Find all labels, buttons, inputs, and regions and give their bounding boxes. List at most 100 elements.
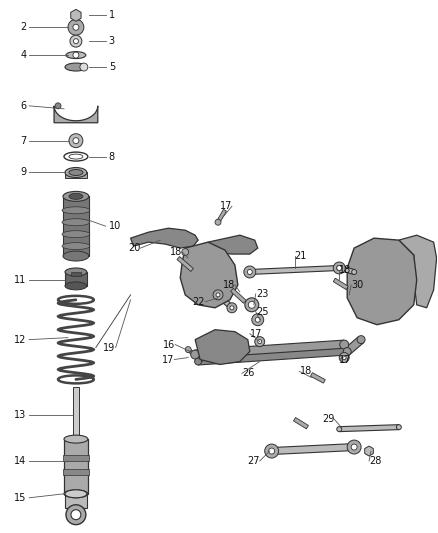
Text: 2: 2 <box>20 22 26 33</box>
Circle shape <box>182 248 189 255</box>
Text: 8: 8 <box>109 151 115 161</box>
Polygon shape <box>216 209 226 223</box>
Circle shape <box>66 505 86 524</box>
Circle shape <box>248 301 255 308</box>
Circle shape <box>245 298 259 312</box>
Circle shape <box>215 219 221 225</box>
Polygon shape <box>339 425 399 432</box>
Circle shape <box>339 352 349 362</box>
Polygon shape <box>216 293 233 310</box>
Text: 20: 20 <box>128 243 141 253</box>
Polygon shape <box>339 265 355 274</box>
Text: 6: 6 <box>20 101 26 111</box>
Polygon shape <box>187 348 203 363</box>
Bar <box>73 387 79 437</box>
Circle shape <box>268 448 275 455</box>
Ellipse shape <box>64 490 88 498</box>
Text: 5: 5 <box>109 62 115 72</box>
Circle shape <box>227 303 237 313</box>
Circle shape <box>352 270 357 274</box>
Text: 18: 18 <box>300 367 312 376</box>
Circle shape <box>337 265 342 270</box>
Text: 28: 28 <box>369 456 381 466</box>
Circle shape <box>351 443 357 450</box>
Ellipse shape <box>69 169 83 175</box>
Bar <box>64 439 88 494</box>
Text: 7: 7 <box>20 136 26 146</box>
Bar <box>65 272 87 286</box>
Ellipse shape <box>62 231 90 238</box>
Circle shape <box>194 358 201 365</box>
Circle shape <box>55 103 61 109</box>
Polygon shape <box>365 446 373 456</box>
Circle shape <box>191 350 200 359</box>
Polygon shape <box>184 251 201 266</box>
Text: 26: 26 <box>242 368 254 378</box>
Circle shape <box>247 270 252 274</box>
Circle shape <box>73 138 79 144</box>
Text: 25: 25 <box>256 307 268 317</box>
Ellipse shape <box>69 193 83 199</box>
Ellipse shape <box>65 282 87 290</box>
Circle shape <box>258 340 262 344</box>
Ellipse shape <box>65 268 87 276</box>
Text: 29: 29 <box>322 414 334 424</box>
Text: 17: 17 <box>219 201 232 211</box>
Ellipse shape <box>66 52 86 59</box>
Polygon shape <box>195 340 345 359</box>
Circle shape <box>213 290 223 300</box>
Circle shape <box>342 356 346 360</box>
Polygon shape <box>195 330 250 365</box>
Polygon shape <box>180 242 238 308</box>
Polygon shape <box>230 288 246 303</box>
Polygon shape <box>272 443 354 455</box>
Circle shape <box>80 63 88 71</box>
Circle shape <box>337 265 342 270</box>
Circle shape <box>351 444 357 450</box>
Ellipse shape <box>65 490 87 498</box>
Ellipse shape <box>63 251 89 261</box>
Text: 18: 18 <box>339 265 351 275</box>
Text: 4: 4 <box>20 50 26 60</box>
Circle shape <box>337 265 342 270</box>
Circle shape <box>230 305 234 310</box>
Circle shape <box>252 314 264 326</box>
Text: 14: 14 <box>14 456 26 466</box>
Text: 11: 11 <box>14 275 26 285</box>
Circle shape <box>337 426 342 432</box>
Text: 17: 17 <box>250 329 262 338</box>
Ellipse shape <box>63 191 89 201</box>
Circle shape <box>71 510 81 520</box>
Circle shape <box>265 444 279 458</box>
Circle shape <box>347 440 361 454</box>
Circle shape <box>344 348 351 355</box>
Circle shape <box>333 262 345 274</box>
Circle shape <box>68 19 84 35</box>
Text: 1: 1 <box>109 10 115 20</box>
Text: 10: 10 <box>109 221 121 231</box>
Ellipse shape <box>65 167 87 177</box>
Polygon shape <box>198 348 347 365</box>
Polygon shape <box>293 417 308 429</box>
Circle shape <box>343 348 351 356</box>
Polygon shape <box>54 106 98 123</box>
Circle shape <box>247 270 252 274</box>
Circle shape <box>216 293 220 297</box>
Polygon shape <box>345 337 364 354</box>
Text: 16: 16 <box>163 340 175 350</box>
Circle shape <box>69 134 83 148</box>
Bar <box>63 469 89 475</box>
Text: 18: 18 <box>170 247 182 257</box>
Polygon shape <box>399 235 437 308</box>
Ellipse shape <box>64 152 88 161</box>
Ellipse shape <box>64 435 88 443</box>
Text: 15: 15 <box>14 493 26 503</box>
Polygon shape <box>208 235 258 254</box>
Bar <box>71 272 81 276</box>
Circle shape <box>357 336 365 344</box>
Circle shape <box>244 266 256 278</box>
Bar <box>65 173 87 179</box>
Polygon shape <box>177 256 194 271</box>
Circle shape <box>215 293 220 297</box>
Ellipse shape <box>69 154 83 159</box>
